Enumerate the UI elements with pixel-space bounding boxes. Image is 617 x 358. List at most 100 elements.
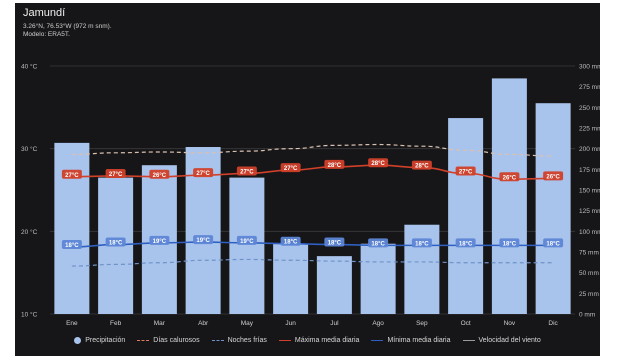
max-daily-label: 27°C	[196, 171, 210, 177]
chart-title: Jamundí	[23, 7, 66, 19]
legend-hot-days-label: Días calurosos	[153, 337, 200, 344]
precipitation-bar	[448, 118, 484, 314]
legend-precipitation-swatch	[74, 337, 82, 344]
legend-max-daily-label: Máxima media diaria	[294, 337, 360, 344]
climate-chart: 10 °C 20 °C 30 °C 40 °C 0 mm 25 mm 50 mm 75 mm 1…	[21, 63, 600, 328]
left-axis-tick: 40 °C	[21, 63, 38, 71]
min-daily-label-bg	[105, 237, 126, 247]
min-daily-label-bg	[455, 238, 476, 248]
legend-hot-days[interactable]: Días calurosos	[137, 337, 200, 344]
x-axis-tick: Mar	[154, 320, 166, 327]
min-daily-label: 18°C	[284, 240, 298, 246]
right-axis-tick: 0 mm	[579, 312, 595, 319]
min-daily-label-bg	[411, 238, 432, 248]
max-daily-label-bg	[499, 172, 520, 182]
x-axis-tick: Nov	[504, 320, 516, 327]
right-axis-tick: 50 mm	[579, 270, 599, 277]
max-daily-label: 27°C	[284, 166, 298, 172]
max-daily-label: 27°C	[109, 172, 123, 178]
right-axis-tick: 275 mm	[579, 84, 600, 91]
min-daily-label-bg	[368, 238, 389, 248]
legend-wind-speed[interactable]: Velocidad del viento	[462, 337, 541, 344]
precipitation-bar	[491, 78, 527, 315]
legend-precipitation[interactable]: Precipitación	[74, 337, 125, 344]
min-daily-label-bg	[61, 240, 82, 250]
precipitation-bar	[229, 177, 265, 314]
min-daily-label-bg	[499, 238, 520, 248]
precipitation-bar	[360, 243, 396, 314]
min-daily-label-bg	[149, 235, 170, 245]
max-daily-label: 26°C	[153, 173, 167, 179]
max-daily-label: 26°C	[503, 175, 517, 181]
max-daily-label: 27°C	[65, 173, 79, 179]
legend-cold-nights[interactable]: Noches frías	[211, 337, 267, 344]
legend-precipitation-label: Precipitación	[85, 337, 126, 344]
max-daily-label-bg	[193, 168, 214, 178]
legend-min-daily[interactable]: Mínima media diaria	[371, 337, 451, 344]
max-daily-label: 28°C	[371, 161, 385, 167]
right-axis-tick: 100 mm	[579, 229, 600, 236]
precipitation-bar	[54, 142, 90, 314]
max-daily-label-bg	[324, 159, 345, 169]
x-axis-tick: Abr	[198, 320, 209, 327]
hot-days-line	[71, 143, 554, 157]
max-daily-label: 27°C	[459, 169, 473, 175]
max-daily-label-bg	[368, 158, 389, 168]
x-axis-tick: Dic	[548, 320, 558, 327]
precipitation-bar	[273, 243, 309, 314]
min-daily-label: 18°C	[371, 241, 385, 247]
legend-min-daily-swatch	[371, 340, 384, 341]
legend-cold-nights-swatch	[211, 340, 224, 341]
min-daily-label-bg	[193, 235, 214, 245]
max-daily-label: 27°C	[240, 169, 254, 175]
right-axis-tick: 200 mm	[579, 146, 600, 153]
right-axis-tick: 25 mm	[579, 291, 599, 298]
min-daily-label: 18°C	[546, 241, 560, 247]
max-daily-label-bg	[455, 166, 476, 176]
x-axis-tick: Ene	[66, 320, 78, 327]
right-axis-tick: 150 mm	[579, 188, 600, 195]
min-daily-label-bg	[280, 236, 301, 246]
right-axis-tick: 75 mm	[579, 250, 599, 257]
min-daily-label: 18°C	[459, 241, 473, 247]
x-axis-tick: Jul	[330, 320, 339, 327]
legend-max-daily[interactable]: Máxima media diaria	[278, 337, 360, 344]
min-daily-label: 18°C	[503, 241, 517, 247]
min-daily-label: 18°C	[109, 241, 123, 247]
legend-cold-nights-label: Noches frías	[227, 337, 267, 344]
x-axis-tick: May	[241, 320, 254, 327]
max-daily-label: 28°C	[328, 163, 342, 169]
min-daily-label: 19°C	[153, 239, 167, 245]
chart-model: Modelo: ERA5T.	[23, 31, 70, 38]
legend-min-daily-label: Mínima media diaria	[387, 337, 451, 344]
precipitation-bar	[316, 256, 352, 314]
min-daily-label-bg	[543, 238, 564, 248]
chart-coords: 3.26°N, 76.53°W (972 m snm).	[23, 23, 112, 30]
x-axis-tick: Sep	[416, 320, 428, 327]
min-daily-label-bg	[236, 235, 257, 245]
right-axis-tick: 250 mm	[579, 105, 600, 112]
x-axis-tick: Feb	[110, 320, 122, 327]
max-daily-label: 28°C	[415, 164, 429, 170]
left-axis-tick: 30 °C	[21, 145, 38, 153]
x-axis-tick: Jun	[285, 320, 296, 327]
right-axis-tick: 175 mm	[579, 167, 600, 174]
max-daily-label-bg	[543, 171, 564, 181]
legend: Precipitación Días calurosos Noches fría…	[15, 337, 600, 344]
min-daily-label-bg	[324, 237, 345, 247]
left-axis-tick: 10 °C	[21, 311, 38, 319]
min-daily-label: 18°C	[415, 241, 429, 247]
legend-hot-days-swatch	[137, 340, 150, 341]
right-axis-tick: 225 mm	[579, 126, 600, 133]
x-axis-tick: Oct	[461, 320, 471, 327]
min-daily-label: 18°C	[328, 241, 342, 247]
precipitation-bar	[404, 224, 440, 314]
max-daily-label-bg	[149, 169, 170, 179]
max-daily-label-bg	[236, 166, 257, 176]
min-daily-label: 19°C	[240, 239, 254, 245]
chart-frame: Jamundí 3.26°N, 76.53°W (972 m snm). Mod…	[15, 3, 600, 356]
legend-max-daily-swatch	[278, 340, 291, 341]
right-axis-tick: 125 mm	[579, 208, 600, 215]
min-daily-label: 19°C	[196, 238, 210, 244]
max-daily-label-bg	[61, 169, 82, 179]
